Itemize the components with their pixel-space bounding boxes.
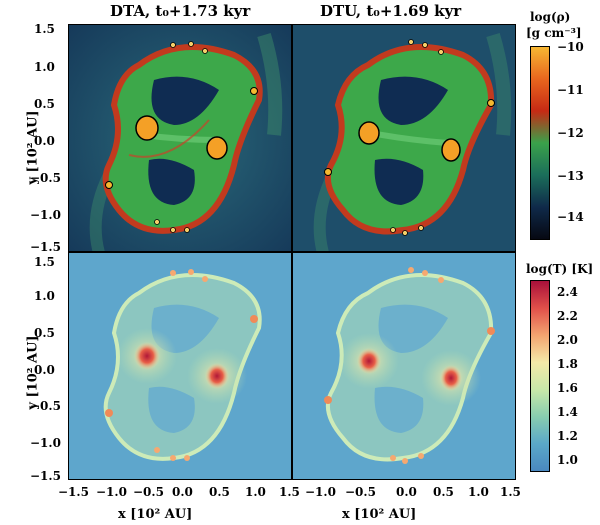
top-right-title: DTU, t₀+1.69 kyr	[320, 2, 462, 20]
top-left-title: DTA, t₀+1.73 kyr	[110, 2, 251, 20]
density-colorbar-unit: [g cm⁻³]	[526, 26, 582, 40]
y-tick: 1.5	[34, 255, 55, 269]
temperature-tick: 2.2	[557, 309, 578, 323]
density-panel-dta	[68, 24, 292, 252]
temperature-colorbar	[530, 280, 550, 472]
temperature-tick: 1.0	[557, 453, 578, 467]
y-tick: −0.5	[30, 171, 61, 185]
y-tick: −1.0	[30, 436, 61, 450]
temperature-tick: 1.2	[557, 429, 578, 443]
density-tick: −10	[557, 40, 584, 54]
y-tick: 1.0	[34, 60, 55, 74]
y-tick: −1.5	[30, 469, 61, 483]
y-tick: 1.0	[34, 289, 55, 303]
y-tick: 0.5	[34, 97, 55, 111]
x-axis-label-left: x [10² AU]	[118, 507, 193, 522]
x-tick: 1.0	[468, 485, 489, 499]
x-tick: 1.0	[245, 485, 266, 499]
x-tick: 0.5	[209, 485, 230, 499]
y-tick: −0.5	[30, 399, 61, 413]
y-tick: 0.5	[34, 326, 55, 340]
x-tick: 1.5	[279, 485, 300, 499]
density-panel-dtu	[292, 24, 516, 252]
x-tick: −0.5	[345, 485, 376, 499]
temperature-tick: 2.4	[557, 285, 578, 299]
density-tick: −11	[557, 83, 584, 97]
temperature-tick: 1.6	[557, 381, 578, 395]
density-tick: −12	[557, 126, 584, 140]
x-tick: 0.0	[172, 485, 193, 499]
y-tick: 0.0	[34, 134, 55, 148]
x-tick: 0.5	[433, 485, 454, 499]
x-tick: −0.5	[133, 485, 164, 499]
density-tick: −13	[557, 169, 584, 183]
y-tick: 1.5	[34, 22, 55, 36]
x-axis-label-right: x [10² AU]	[342, 507, 417, 522]
temperature-panel-dta	[68, 252, 292, 480]
temperature-tick: 1.4	[557, 405, 578, 419]
temperature-tick: 1.8	[557, 357, 578, 371]
temperature-panel-dtu	[292, 252, 516, 480]
x-tick: −1.5	[58, 485, 89, 499]
x-tick: −1.0	[305, 485, 336, 499]
y-tick: 0.0	[34, 363, 55, 377]
x-tick: 0.0	[396, 485, 417, 499]
x-tick: −1.0	[96, 485, 127, 499]
density-colorbar	[530, 46, 550, 240]
y-tick: −1.5	[30, 240, 61, 254]
temperature-colorbar-title: log(T) [K]	[526, 262, 594, 276]
x-tick: 1.5	[500, 485, 521, 499]
y-tick: −1.0	[30, 208, 61, 222]
density-tick: −14	[557, 210, 584, 224]
density-colorbar-title: log(ρ)	[530, 10, 571, 24]
temperature-tick: 2.0	[557, 333, 578, 347]
